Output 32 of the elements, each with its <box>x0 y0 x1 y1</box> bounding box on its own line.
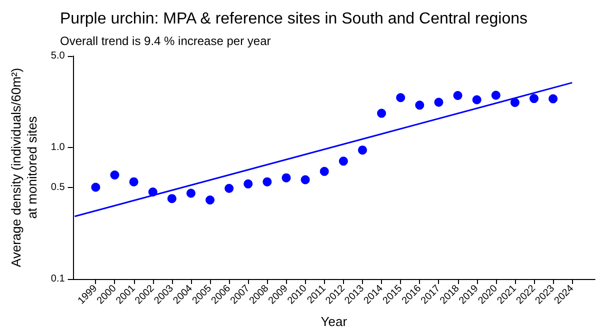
point <box>129 177 138 186</box>
point <box>206 195 215 204</box>
point <box>282 173 291 182</box>
point <box>262 177 272 186</box>
point <box>186 188 196 198</box>
point <box>396 93 406 102</box>
point <box>548 94 558 104</box>
point <box>530 94 539 104</box>
y-tick-label: 0.5 <box>50 182 66 193</box>
point <box>320 166 329 176</box>
x-axis-title: Year <box>320 314 348 329</box>
point <box>224 184 234 193</box>
chart-subtitle: Overall trend is 9.4 % increase per year <box>60 34 271 48</box>
y-tick-label: 5.0 <box>50 50 66 62</box>
point <box>110 170 120 180</box>
y-tick-label: 0.1 <box>50 274 66 284</box>
chart-title: Purple urchin: MPA & reference sites in South and Central regions <box>60 10 528 28</box>
point <box>300 175 310 184</box>
point <box>244 179 253 188</box>
point <box>91 182 100 192</box>
point <box>377 108 386 118</box>
point <box>472 95 482 104</box>
y-axis-title: Average density (individuals/60m²) at monitored sites <box>8 68 40 268</box>
point <box>510 98 520 108</box>
point <box>358 146 367 155</box>
point <box>338 156 348 166</box>
y-tick-label: 1.0 <box>50 142 66 154</box>
point <box>453 91 462 100</box>
point <box>491 90 500 100</box>
point <box>415 100 424 110</box>
point <box>167 194 176 204</box>
point <box>434 98 444 107</box>
